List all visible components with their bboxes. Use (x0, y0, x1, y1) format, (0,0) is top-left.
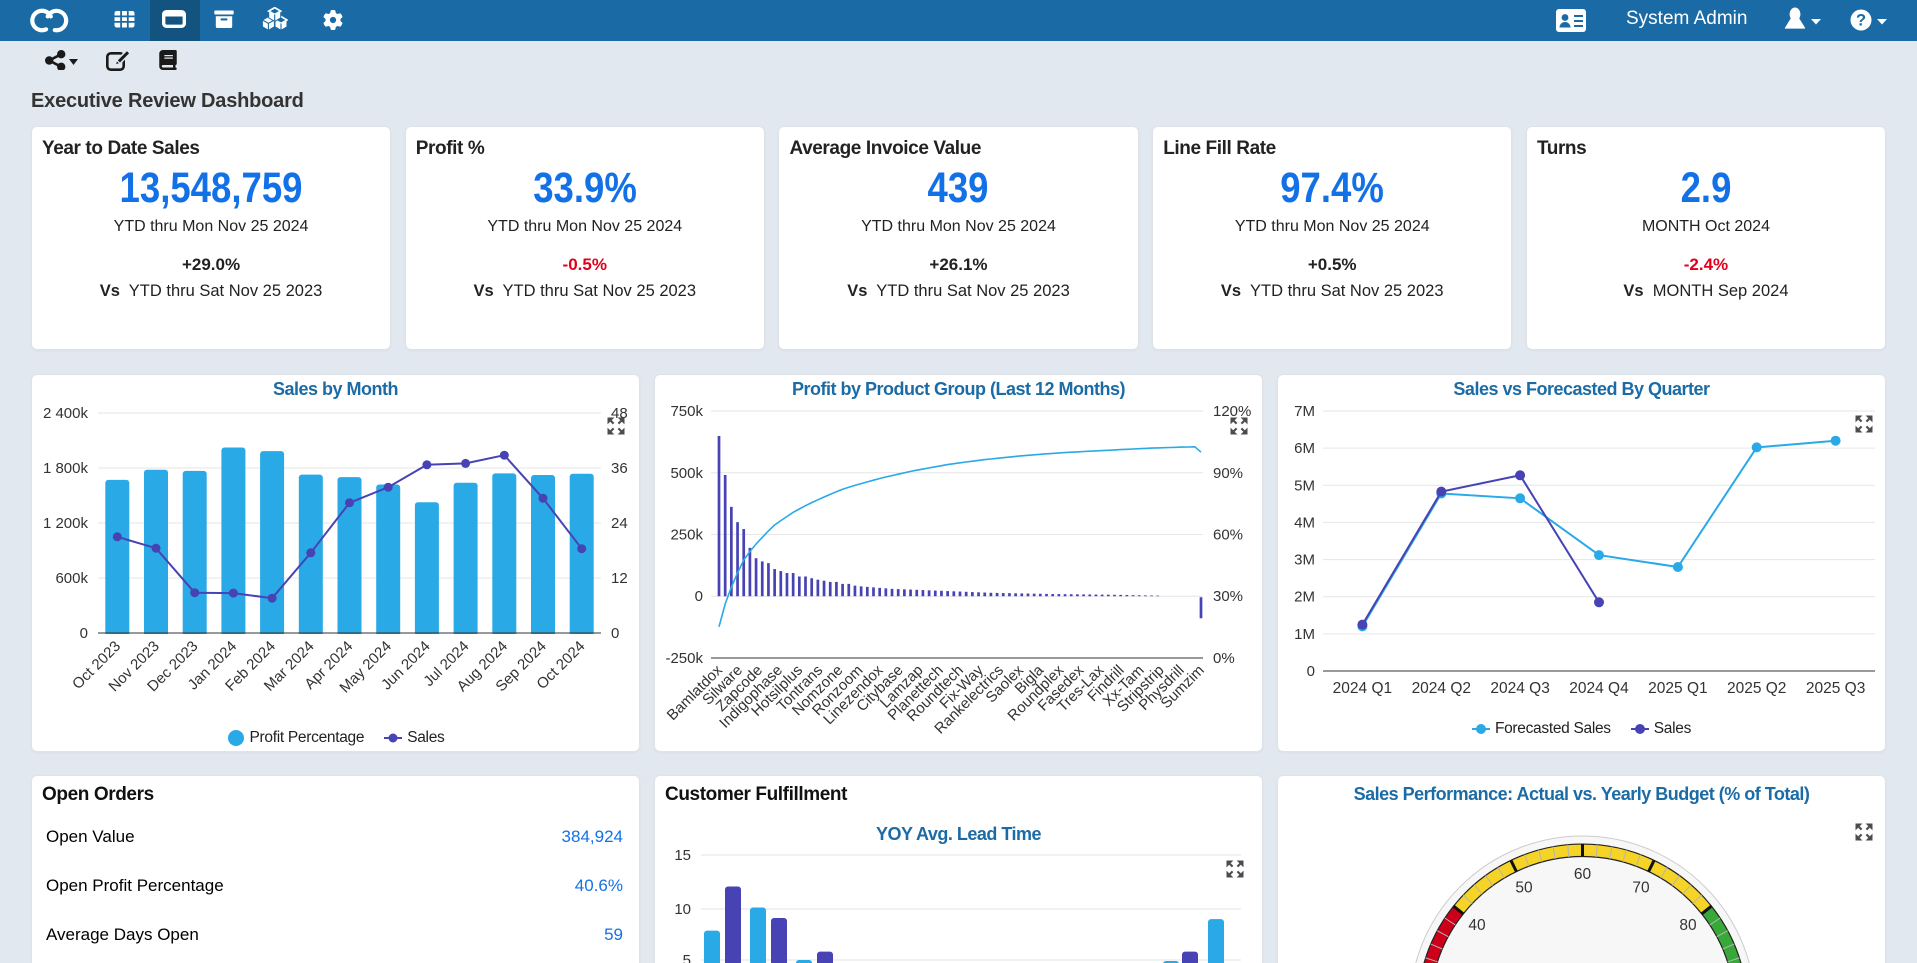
svg-text:2M: 2M (1294, 589, 1315, 606)
svg-text:10: 10 (674, 901, 691, 918)
svg-text:5M: 5M (1294, 477, 1315, 494)
svg-text:60: 60 (1574, 866, 1592, 883)
svg-text:7M: 7M (1294, 403, 1315, 420)
svg-text:4M: 4M (1294, 514, 1315, 531)
svg-text:2024 Q3: 2024 Q3 (1490, 680, 1549, 697)
svg-text:120%: 120% (1213, 403, 1251, 420)
svg-text:2 400k: 2 400k (43, 405, 89, 422)
svg-text:70: 70 (1632, 879, 1650, 896)
svg-text:2024 Q1: 2024 Q1 (1333, 680, 1392, 697)
svg-text:1M: 1M (1294, 626, 1315, 643)
svg-text:0: 0 (695, 588, 703, 605)
svg-text:0: 0 (80, 625, 88, 642)
svg-text:2025 Q3: 2025 Q3 (1806, 680, 1865, 697)
svg-text:2025 Q2: 2025 Q2 (1727, 680, 1786, 697)
svg-text:0: 0 (611, 625, 619, 642)
svg-text:36: 36 (611, 460, 628, 477)
svg-text:30%: 30% (1213, 588, 1243, 605)
svg-text:60%: 60% (1213, 527, 1243, 544)
svg-text:1 200k: 1 200k (43, 515, 89, 532)
svg-text:1 800k: 1 800k (43, 460, 89, 477)
svg-text:80: 80 (1679, 917, 1697, 934)
svg-text:-250k: -250k (665, 650, 703, 667)
svg-text:600k: 600k (55, 570, 88, 587)
svg-text:750k: 750k (670, 403, 703, 420)
svg-text:90%: 90% (1213, 465, 1243, 482)
svg-text:2024 Q4: 2024 Q4 (1569, 680, 1629, 697)
svg-text:0%: 0% (1213, 650, 1235, 667)
svg-text:5: 5 (683, 952, 691, 963)
svg-text:500k: 500k (670, 465, 703, 482)
svg-text:50: 50 (1515, 879, 1533, 896)
svg-text:15: 15 (674, 847, 691, 864)
svg-text:48: 48 (611, 405, 628, 422)
svg-text:24: 24 (611, 515, 628, 532)
svg-text:2024 Q2: 2024 Q2 (1412, 680, 1471, 697)
svg-text:2025 Q1: 2025 Q1 (1648, 680, 1707, 697)
svg-text:12: 12 (611, 570, 628, 587)
svg-text:?: ? (1856, 12, 1866, 30)
svg-text:0: 0 (1307, 663, 1315, 680)
svg-text:3M: 3M (1294, 552, 1315, 569)
svg-text:6M: 6M (1294, 440, 1315, 457)
svg-text:40: 40 (1468, 917, 1486, 934)
svg-text:250k: 250k (670, 527, 703, 544)
